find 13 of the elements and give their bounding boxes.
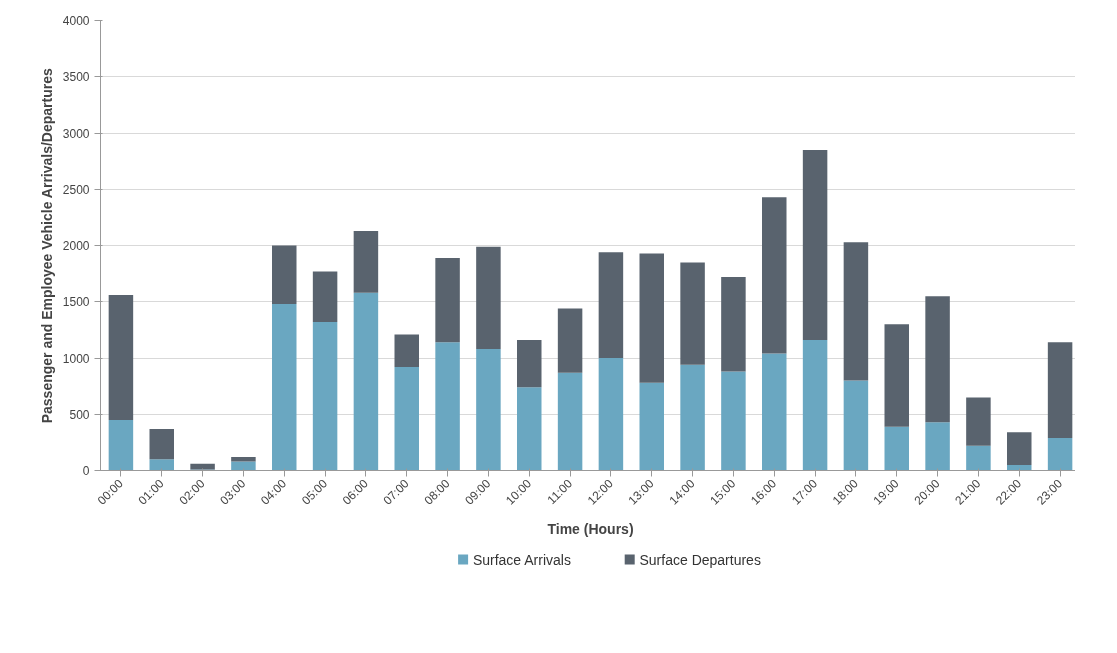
y-tick-label: 4000 — [62, 14, 90, 28]
y-tick-label: 500 — [69, 407, 90, 422]
y-tick-label: 3000 — [62, 126, 90, 141]
y-tick-label: 0 — [82, 464, 90, 478]
y-tick-label: 1500 — [62, 295, 90, 310]
x-axis-title: Time (Hours) — [547, 520, 634, 537]
y-tick-label: 3500 — [62, 70, 90, 85]
y-tick-label: 1000 — [62, 351, 90, 366]
legend-label: Surface Arrivals — [472, 551, 571, 568]
y-tick-label: 2000 — [62, 239, 90, 253]
y-tick-label: 2500 — [62, 182, 90, 197]
legend-label: Surface Departures — [639, 551, 761, 568]
y-axis-title: Passenger and Employee Vehicle Arrivals/Departures — [38, 68, 55, 424]
